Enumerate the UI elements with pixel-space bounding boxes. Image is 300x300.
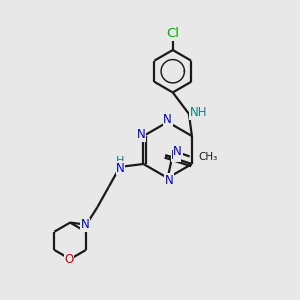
Text: N: N	[80, 218, 89, 231]
Text: N: N	[171, 149, 180, 162]
Text: N: N	[173, 145, 182, 158]
Text: N: N	[163, 113, 172, 127]
Text: H: H	[116, 156, 125, 166]
Text: N: N	[165, 173, 173, 187]
Text: NH: NH	[190, 106, 207, 119]
Text: N: N	[137, 128, 146, 141]
Text: N: N	[80, 218, 89, 231]
Text: CH₃: CH₃	[199, 152, 218, 161]
Text: N: N	[116, 162, 125, 175]
Text: O: O	[64, 254, 74, 266]
Text: Cl: Cl	[166, 27, 179, 40]
